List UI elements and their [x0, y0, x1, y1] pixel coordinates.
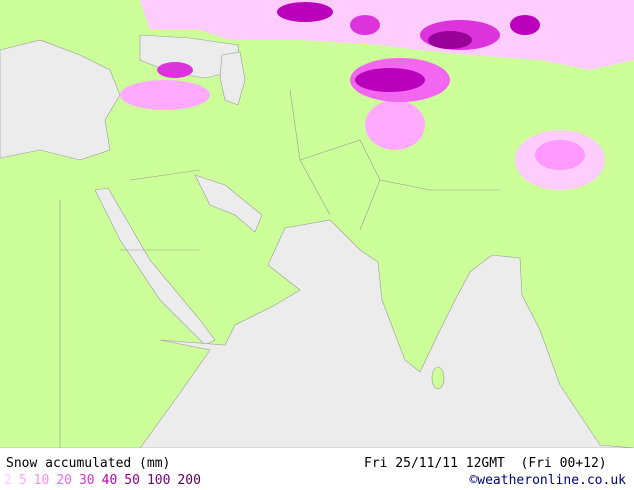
border — [59, 89, 500, 448]
map — [0, 0, 634, 448]
valid-time: Fri 25/11/11 12GMT (Fri 00+12) — [364, 456, 607, 471]
legend-item: 20 — [56, 473, 72, 488]
sea — [194, 174, 263, 233]
snow — [140, 0, 634, 70]
legend-item: 10 — [33, 473, 50, 488]
sea — [0, 219, 634, 448]
snow — [428, 31, 472, 49]
snow — [535, 140, 585, 170]
sea — [0, 39, 121, 161]
legend-item: 2 — [4, 473, 12, 488]
snow — [277, 2, 333, 22]
legend-item: 40 — [101, 473, 118, 488]
legend-item: 200 — [177, 473, 201, 488]
snow — [120, 80, 210, 110]
legend-item: 30 — [78, 473, 95, 488]
map-title: Snow accumulated (mm) — [6, 456, 171, 471]
sea — [219, 51, 246, 106]
snow — [350, 15, 380, 35]
snow — [157, 62, 193, 78]
legend: 2 5 10 20 30 40 50 100 200 — [4, 473, 208, 488]
snow — [365, 100, 425, 150]
snow — [355, 68, 425, 92]
island — [431, 366, 445, 390]
legend-item: 5 — [18, 473, 27, 488]
snow — [510, 15, 540, 35]
credit: ©weatheronline.co.uk — [469, 473, 626, 488]
legend-item: 50 — [124, 473, 140, 488]
sea — [94, 187, 216, 346]
legend-item: 100 — [146, 473, 171, 488]
